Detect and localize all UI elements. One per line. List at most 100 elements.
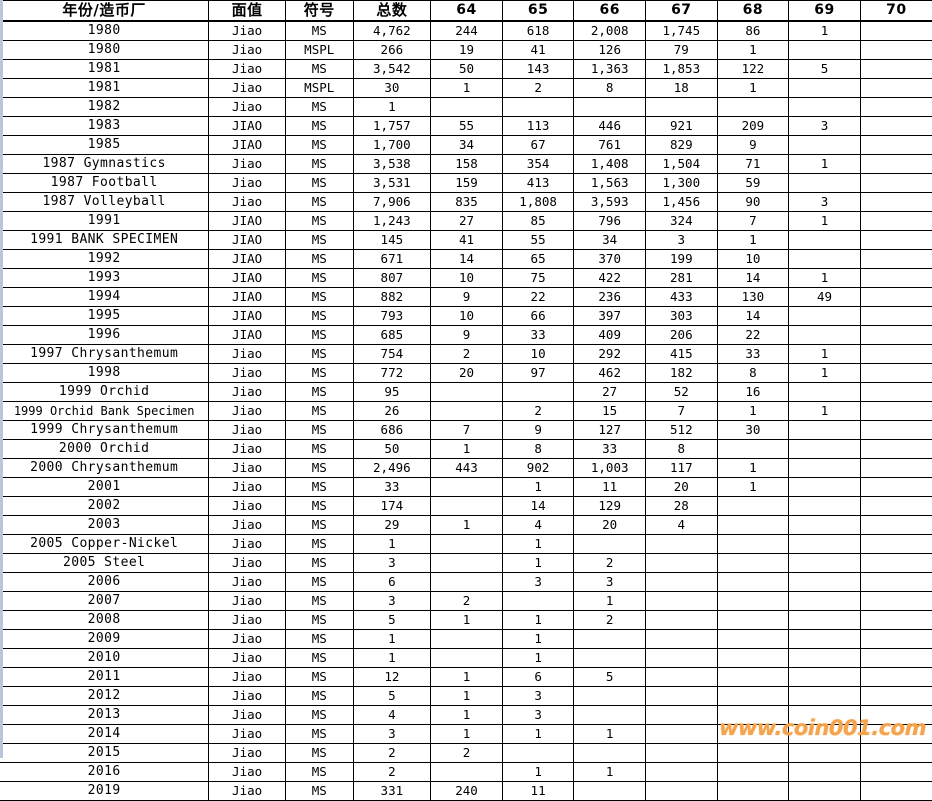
cell-grade-70[interactable] [859,553,932,573]
cell-grade-65[interactable]: 113 [501,116,575,136]
cell-grade-70[interactable] [859,154,932,174]
cell-grade-65[interactable]: 354 [501,154,575,174]
cell-grade-64[interactable]: 1 [430,667,503,687]
cell-grade-66[interactable]: 796 [573,211,646,231]
cell-year-mint[interactable]: 1994 [0,287,210,307]
cell-grade-64[interactable]: 443 [430,458,503,478]
cell-total[interactable]: 1 [352,97,432,117]
cell-symbol[interactable]: MS [284,116,354,136]
table-row[interactable]: 2016 Jiao MS 2 1 1 [0,762,932,782]
cell-symbol[interactable]: MS [284,762,354,782]
cell-grade-66[interactable]: 409 [573,325,646,345]
cell-grade-67[interactable] [645,610,718,630]
cell-grade-69[interactable] [788,762,861,782]
cell-grade-67[interactable] [645,686,718,706]
cell-grade-68[interactable]: 14 [716,306,790,326]
cell-grade-70[interactable] [859,249,932,269]
cell-denomination[interactable]: Jiao [208,173,286,193]
cell-denomination[interactable]: Jiao [208,667,286,687]
cell-grade-69[interactable] [788,173,861,193]
cell-grade-64[interactable]: 10 [430,306,503,326]
cell-total[interactable]: 4 [352,705,432,725]
cell-grade-65[interactable] [501,743,575,763]
cell-grade-67[interactable]: 7 [645,401,718,421]
cell-grade-66[interactable]: 236 [573,287,646,307]
cell-year-mint[interactable]: 1981 [0,78,210,98]
table-row[interactable]: 2015 Jiao MS 2 2 [0,743,932,763]
table-row[interactable]: 1998 Jiao MS 772 20 97 462 182 8 1 [0,363,932,383]
cell-grade-70[interactable] [859,97,932,117]
cell-grade-70[interactable] [859,572,932,592]
cell-grade-64[interactable]: 20 [430,363,503,383]
cell-grade-64[interactable]: 14 [430,249,503,269]
cell-grade-64[interactable]: 10 [430,268,503,288]
cell-grade-68[interactable]: 90 [716,192,790,212]
cell-grade-67[interactable]: 117 [645,458,718,478]
cell-grade-64[interactable]: 2 [430,344,503,364]
cell-grade-67[interactable] [645,705,718,725]
cell-grade-66[interactable]: 129 [573,496,646,516]
cell-symbol[interactable]: MS [284,743,354,763]
cell-grade-70[interactable] [859,667,932,687]
column-header-grade-70[interactable]: 70 [859,0,932,22]
cell-grade-69[interactable] [788,477,861,497]
cell-symbol[interactable]: MS [284,439,354,459]
cell-grade-69[interactable]: 1 [788,268,861,288]
cell-grade-64[interactable]: 244 [430,20,503,41]
cell-denomination[interactable]: JIAO [208,306,286,326]
cell-grade-69[interactable] [788,705,861,725]
cell-grade-70[interactable] [859,173,932,193]
cell-grade-70[interactable] [859,458,932,478]
cell-grade-65[interactable]: 8 [501,439,575,459]
cell-grade-66[interactable]: 33 [573,439,646,459]
cell-grade-66[interactable]: 1,408 [573,154,646,174]
cell-grade-65[interactable]: 11 [501,781,575,801]
cell-grade-65[interactable]: 4 [501,515,575,535]
cell-symbol[interactable]: MS [284,667,354,687]
table-row[interactable]: 2005 Copper-Nickel Jiao MS 1 1 [0,534,932,554]
cell-grade-67[interactable]: 79 [645,40,718,60]
cell-grade-68[interactable]: 1 [716,78,790,98]
cell-grade-66[interactable]: 5 [573,667,646,687]
table-row[interactable]: 2010 Jiao MS 1 1 [0,648,932,668]
cell-grade-64[interactable]: 1 [430,439,503,459]
cell-grade-67[interactable] [645,667,718,687]
cell-grade-67[interactable]: 1,456 [645,192,718,212]
cell-grade-67[interactable]: 1,504 [645,154,718,174]
cell-symbol[interactable]: MS [284,97,354,117]
cell-grade-68[interactable] [716,781,790,801]
cell-total[interactable]: 6 [352,572,432,592]
cell-grade-68[interactable]: 8 [716,363,790,383]
cell-grade-67[interactable]: 303 [645,306,718,326]
cell-grade-64[interactable]: 2 [430,743,503,763]
cell-grade-65[interactable]: 143 [501,59,575,79]
cell-symbol[interactable]: MS [284,59,354,79]
cell-grade-70[interactable] [859,743,932,763]
cell-grade-69[interactable] [788,724,861,744]
cell-total[interactable]: 33 [352,477,432,497]
cell-grade-64[interactable]: 1 [430,724,503,744]
cell-total[interactable]: 174 [352,496,432,516]
cell-grade-69[interactable] [788,610,861,630]
cell-grade-64[interactable]: 1 [430,78,503,98]
cell-symbol[interactable]: MS [284,325,354,345]
cell-grade-68[interactable] [716,705,790,725]
cell-grade-64[interactable]: 9 [430,325,503,345]
cell-grade-65[interactable]: 14 [501,496,575,516]
cell-grade-69[interactable] [788,496,861,516]
cell-denomination[interactable]: Jiao [208,610,286,630]
cell-grade-70[interactable] [859,40,932,60]
cell-grade-70[interactable] [859,59,932,79]
cell-grade-69[interactable] [788,781,861,801]
cell-total[interactable]: 772 [352,363,432,383]
cell-grade-67[interactable]: 3 [645,230,718,250]
cell-total[interactable]: 3,531 [352,173,432,193]
cell-total[interactable]: 3,542 [352,59,432,79]
cell-year-mint[interactable]: 2009 [0,629,210,649]
cell-grade-65[interactable]: 97 [501,363,575,383]
table-row[interactable]: 1987 Football Jiao MS 3,531 159 413 1,563 1,300… [0,173,932,193]
cell-grade-69[interactable]: 3 [788,116,861,136]
table-row[interactable]: 2014 Jiao MS 3 1 1 1 [0,724,932,744]
cell-grade-69[interactable] [788,553,861,573]
cell-total[interactable]: 807 [352,268,432,288]
